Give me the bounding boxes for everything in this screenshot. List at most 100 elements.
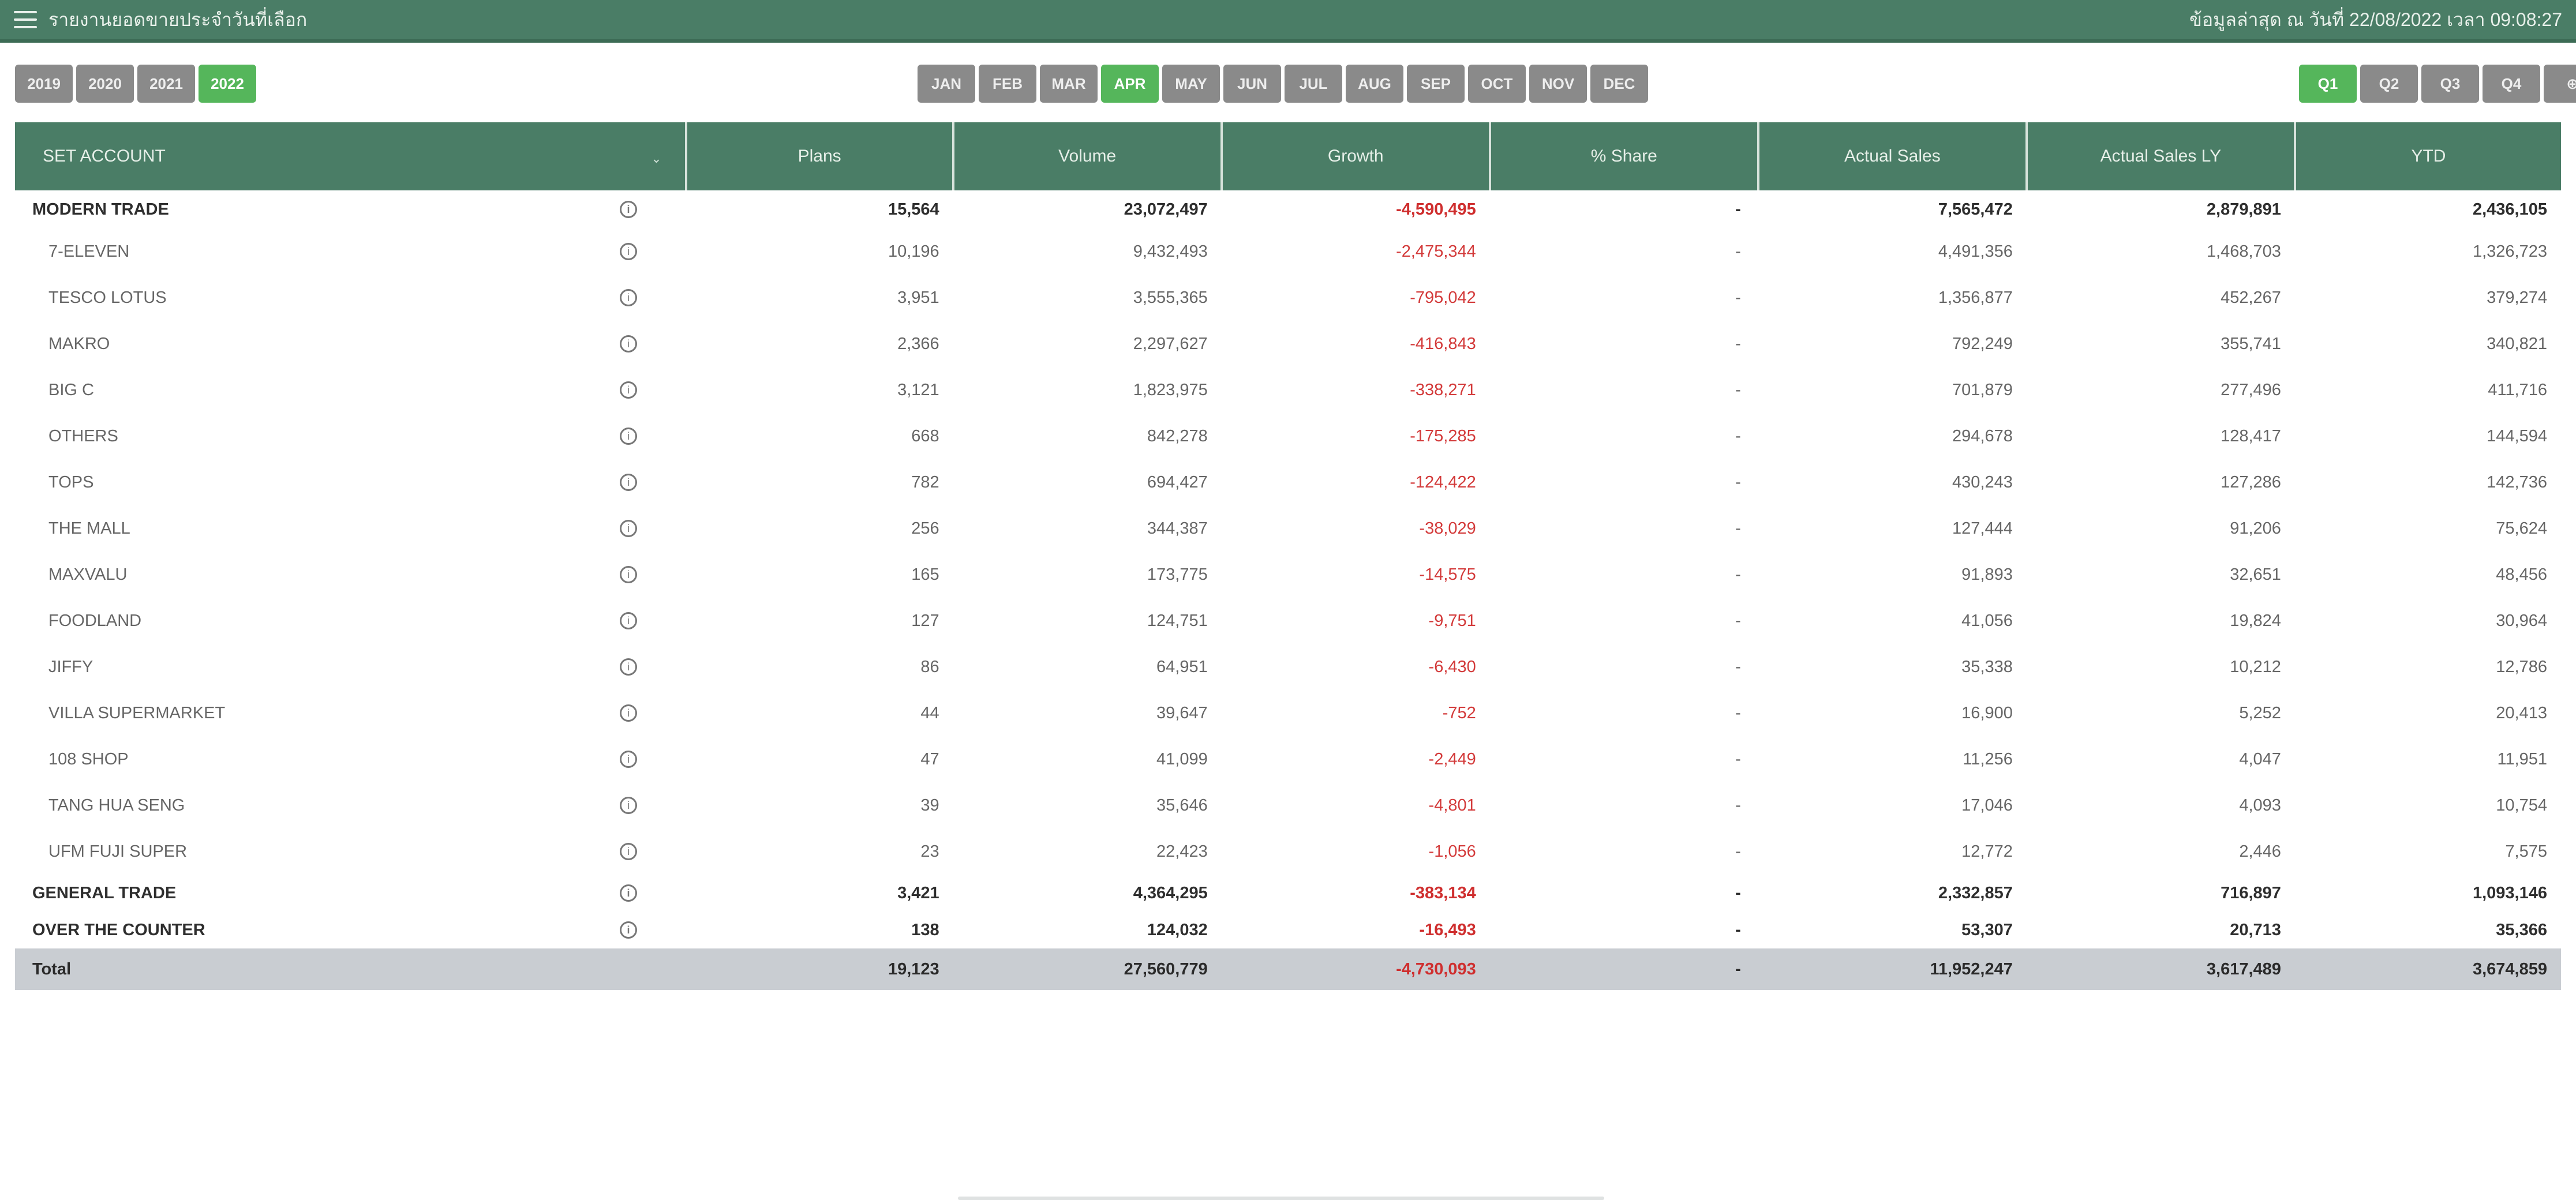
- account-name: OVER THE COUNTER: [32, 920, 205, 939]
- last-updated-text: ข้อมูลล่าสุด ณ วันที่ 22/08/2022 เวลา 09…: [2189, 9, 2562, 30]
- value-cell: 41,099: [1156, 749, 1208, 768]
- value-cell: 16,900: [1961, 703, 2013, 722]
- table-row: 7-ELEVEN i 10,196 9,432,493 -2,475,344 - 4,491…: [15, 228, 2561, 275]
- info-icon[interactable]: i: [620, 921, 637, 939]
- info-icon[interactable]: i: [620, 201, 637, 218]
- sort-icon[interactable]: ⌄: [651, 151, 662, 166]
- value-cell: 1,823,975: [1133, 380, 1208, 399]
- account-cell: MODERN TRADE i: [15, 190, 686, 228]
- value-cell: -: [1735, 380, 1741, 399]
- info-icon[interactable]: i: [620, 474, 637, 491]
- info-icon[interactable]: i: [620, 797, 637, 814]
- month-button[interactable]: FEB: [979, 65, 1036, 103]
- value-cell: 19,123: [686, 948, 953, 990]
- quarter-button[interactable]: Q1: [2299, 65, 2357, 103]
- column-header-actual-sales-ly[interactable]: Actual Sales LY: [2026, 122, 2296, 190]
- month-button[interactable]: JUL: [1285, 65, 1342, 103]
- value-cell: -: [1735, 334, 1741, 353]
- month-button[interactable]: MAR: [1040, 65, 1098, 103]
- value-cell: 1,093,146: [2472, 883, 2547, 902]
- value-cell: 10,212: [2230, 657, 2281, 676]
- value-cell: 782: [911, 472, 939, 492]
- value-cell: 127,444: [1952, 519, 2013, 538]
- month-button[interactable]: AUG: [1346, 65, 1403, 103]
- month-button[interactable]: OCT: [1468, 65, 1526, 103]
- account-name: VILLA SUPERMARKET: [48, 703, 226, 722]
- account-name: UFM FUJI SUPER: [48, 842, 188, 861]
- account-cell: BIG C i: [15, 367, 686, 413]
- value-cell: -: [1735, 242, 1741, 261]
- month-button[interactable]: APR: [1101, 65, 1159, 103]
- column-header-account[interactable]: SET ACCOUNT ⌄: [15, 122, 687, 190]
- info-icon[interactable]: i: [620, 704, 637, 722]
- info-icon[interactable]: i: [620, 884, 637, 902]
- value-cell: -: [1735, 883, 1741, 902]
- horizontal-scrollbar[interactable]: [958, 1197, 1604, 1200]
- month-selector: JAN FEB MAR APR MAY JUN JUL AUG SEP OCT NOV DEC: [918, 65, 1648, 103]
- value-cell: -: [1735, 920, 1741, 939]
- account-name: MODERN TRADE: [32, 200, 169, 219]
- info-icon[interactable]: i: [620, 566, 637, 583]
- value-cell: 7,575: [2505, 842, 2547, 861]
- value-cell: 430,243: [1952, 472, 2013, 492]
- value-cell: 4,491,356: [1938, 242, 2013, 261]
- column-header-ytd[interactable]: YTD: [2294, 122, 2561, 190]
- account-cell: MAKRO i: [15, 321, 686, 367]
- year-button[interactable]: 2021: [137, 65, 195, 103]
- account-name: JIFFY: [48, 657, 93, 676]
- info-icon[interactable]: i: [620, 335, 637, 352]
- value-cell: -38,029: [1419, 519, 1476, 538]
- column-header-label: SET ACCOUNT: [43, 147, 166, 166]
- value-cell: -2,449: [1428, 749, 1476, 768]
- column-header-share[interactable]: % Share: [1489, 122, 1759, 190]
- value-cell: -1,056: [1428, 842, 1476, 861]
- info-icon[interactable]: i: [620, 243, 637, 260]
- month-button[interactable]: MAY: [1162, 65, 1220, 103]
- info-icon[interactable]: i: [620, 520, 637, 537]
- year-button[interactable]: 2020: [76, 65, 134, 103]
- column-header-plans[interactable]: Plans: [686, 122, 954, 190]
- month-button[interactable]: SEP: [1407, 65, 1465, 103]
- account-cell: 7-ELEVEN i: [15, 228, 686, 275]
- year-button[interactable]: 2022: [199, 65, 256, 103]
- month-button[interactable]: JUN: [1223, 65, 1281, 103]
- value-cell: 294,678: [1952, 426, 2013, 445]
- month-button[interactable]: NOV: [1529, 65, 1587, 103]
- menu-icon[interactable]: [14, 11, 37, 28]
- value-cell: -16,493: [1419, 920, 1476, 939]
- value-cell: -: [1735, 200, 1741, 219]
- column-header-growth[interactable]: Growth: [1221, 122, 1491, 190]
- value-cell: -: [1735, 288, 1741, 307]
- month-button[interactable]: DEC: [1590, 65, 1648, 103]
- quarter-button[interactable]: Q3: [2421, 65, 2479, 103]
- account-cell: TESCO LOTUS i: [15, 275, 686, 321]
- column-header-actual-sales[interactable]: Actual Sales: [1758, 122, 2028, 190]
- info-icon[interactable]: i: [620, 612, 637, 629]
- info-icon[interactable]: i: [620, 658, 637, 676]
- account-name: MAXVALU: [48, 565, 128, 584]
- month-button[interactable]: JAN: [918, 65, 975, 103]
- value-cell: 11,951: [2497, 749, 2547, 768]
- info-icon[interactable]: i: [620, 843, 637, 860]
- info-icon[interactable]: i: [620, 751, 637, 768]
- info-icon[interactable]: i: [620, 427, 637, 445]
- value-cell: 23: [920, 842, 939, 861]
- table-row: TOPS i 782 694,427 -124,422 - 430,243 127,286 14…: [15, 459, 2561, 505]
- quarter-button[interactable]: Q2: [2360, 65, 2418, 103]
- value-cell: 39,647: [1156, 703, 1208, 722]
- quarter-button[interactable]: ⊕: [2544, 65, 2576, 103]
- info-icon[interactable]: i: [620, 381, 637, 399]
- value-cell: 1,326,723: [2472, 242, 2547, 261]
- table-row: MAKRO i 2,366 2,297,627 -416,843 - 792,249 355,…: [15, 321, 2561, 367]
- account-cell: FOODLAND i: [15, 598, 686, 644]
- account-name: GENERAL TRADE: [32, 883, 177, 902]
- value-cell: -: [1735, 519, 1741, 538]
- year-button[interactable]: 2019: [15, 65, 73, 103]
- info-icon[interactable]: i: [620, 289, 637, 306]
- column-header-volume[interactable]: Volume: [953, 122, 1223, 190]
- value-cell: 20,413: [2496, 703, 2547, 722]
- top-bar: รายงานยอดขายประจำวันที่เลือก ข้อมูลล่าสุ…: [0, 0, 2576, 43]
- table-row: THE MALL i 256 344,387 -38,029 - 127,444 91,206…: [15, 505, 2561, 552]
- quarter-button[interactable]: Q4: [2483, 65, 2540, 103]
- table-row: OTHERS i 668 842,278 -175,285 - 294,678 128,417…: [15, 413, 2561, 459]
